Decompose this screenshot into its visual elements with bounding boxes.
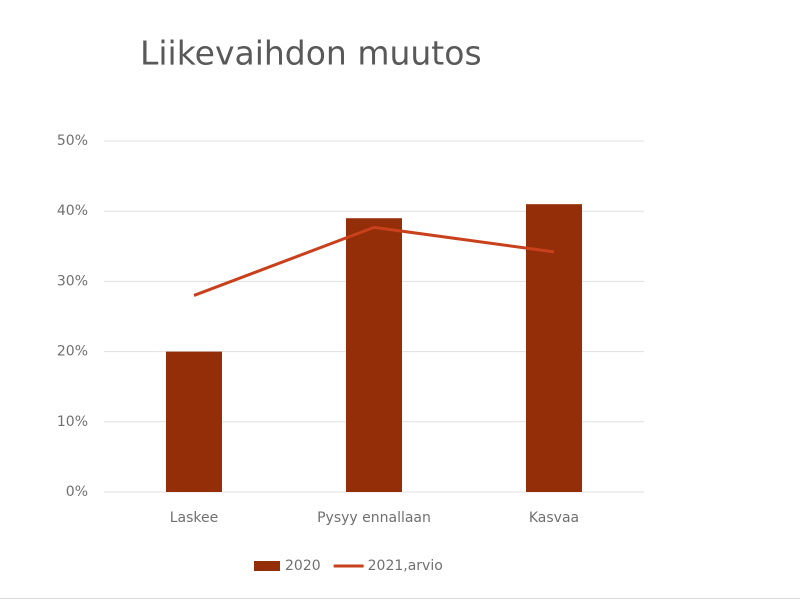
bar (346, 218, 402, 492)
y-tick-label: 40% (57, 203, 88, 219)
y-tick-label: 50% (57, 133, 88, 149)
x-tick-label: Laskee (170, 510, 219, 526)
y-tick-label: 30% (57, 273, 88, 289)
legend-label: 2020 (285, 558, 321, 574)
x-tick-label: Kasvaa (529, 510, 579, 526)
line (193, 225, 555, 297)
bar (526, 204, 582, 492)
legend-label: 2021,arvio (368, 558, 443, 574)
legend-swatch (254, 561, 280, 571)
chart-title: Liikevaihdon muutos (140, 34, 482, 73)
y-tick-label: 20% (57, 344, 88, 360)
y-tick-label: 0% (66, 484, 88, 500)
y-tick-label: 10% (57, 414, 88, 430)
x-tick-label: Pysyy ennallaan (317, 510, 431, 526)
bar (166, 351, 222, 492)
